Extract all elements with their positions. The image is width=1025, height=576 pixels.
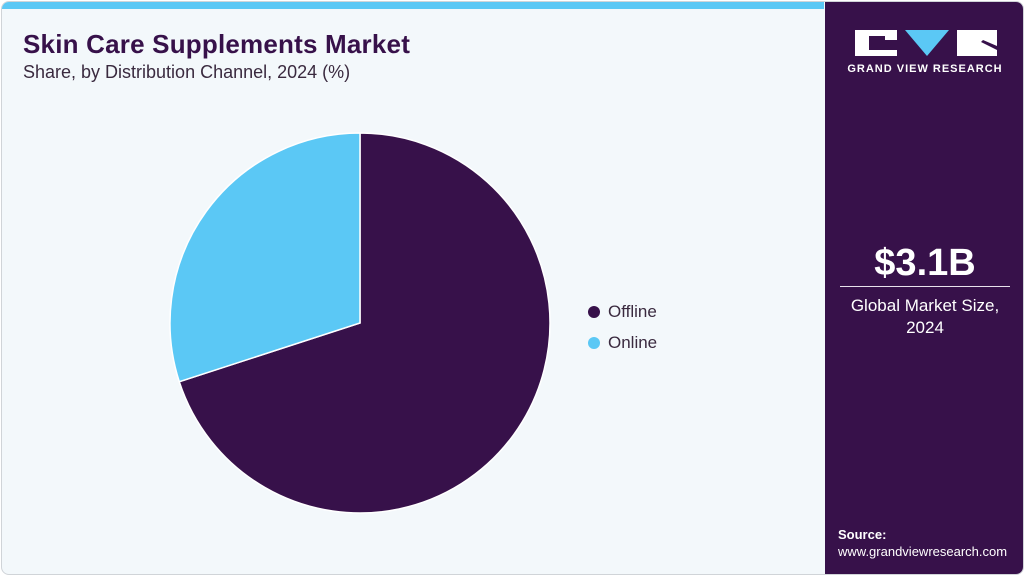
market-size-label: Global Market Size, 2024 xyxy=(850,296,1000,337)
pie-chart xyxy=(169,132,551,514)
legend-dot-online-icon xyxy=(588,336,600,349)
source-link[interactable]: www.grandviewresearch.com xyxy=(838,544,1008,559)
market-size-value: $3.1B xyxy=(874,242,976,284)
legend-item-offline: Offline xyxy=(588,296,657,327)
legend-label: Online xyxy=(608,332,658,352)
chart-legend: Offline Online xyxy=(588,296,657,358)
divider xyxy=(840,286,1010,287)
side-panel xyxy=(825,2,1023,574)
source-label: Source: xyxy=(838,527,887,542)
pie-slice-online xyxy=(169,132,361,383)
legend-item-online: Online xyxy=(588,327,657,358)
legend-label: Offline xyxy=(608,301,657,321)
chart-subtitle: Share, by Distribution Channel, 2024 (%) xyxy=(23,62,351,82)
pie-slice-offline xyxy=(178,132,551,514)
brand-name: GRAND VIEW RESEARCH xyxy=(847,63,1003,75)
accent-top-bar xyxy=(2,2,824,9)
legend-dot-offline-icon xyxy=(588,305,600,318)
gvr-logo-icon xyxy=(855,30,997,56)
chart-title: Skin Care Supplements Market xyxy=(23,29,411,59)
